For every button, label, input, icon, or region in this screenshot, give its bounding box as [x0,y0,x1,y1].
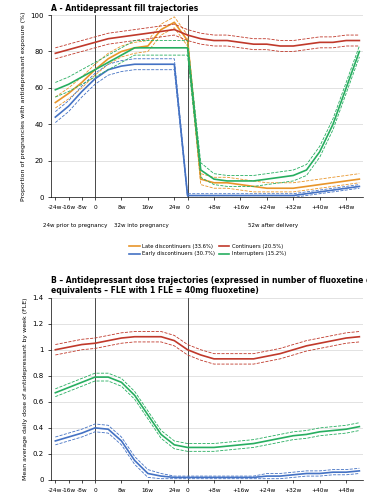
Text: B – Antidepressant dose trajectories (expressed in number of fluoxetine dose
equ: B – Antidepressant dose trajectories (ex… [51,276,367,295]
Text: 52w after delivery: 52w after delivery [248,223,298,228]
Y-axis label: Proportion of pregnancies with antidepressant exposure (%): Proportion of pregnancies with antidepre… [21,12,26,201]
Y-axis label: Mean average daily dose of antidepressant by week (FLE): Mean average daily dose of antidepressan… [23,298,28,480]
Text: A - Antidepressant fill trajectories: A - Antidepressant fill trajectories [51,4,199,13]
Text: 32w into pregnancy: 32w into pregnancy [114,223,169,228]
Legend: Late discontinuers (33.6%), Early discontinuers (30.7%), Continuers (20.5%), Int: Late discontinuers (33.6%), Early discon… [127,242,288,258]
Text: 24w prior to pregnancy: 24w prior to pregnancy [43,223,108,228]
